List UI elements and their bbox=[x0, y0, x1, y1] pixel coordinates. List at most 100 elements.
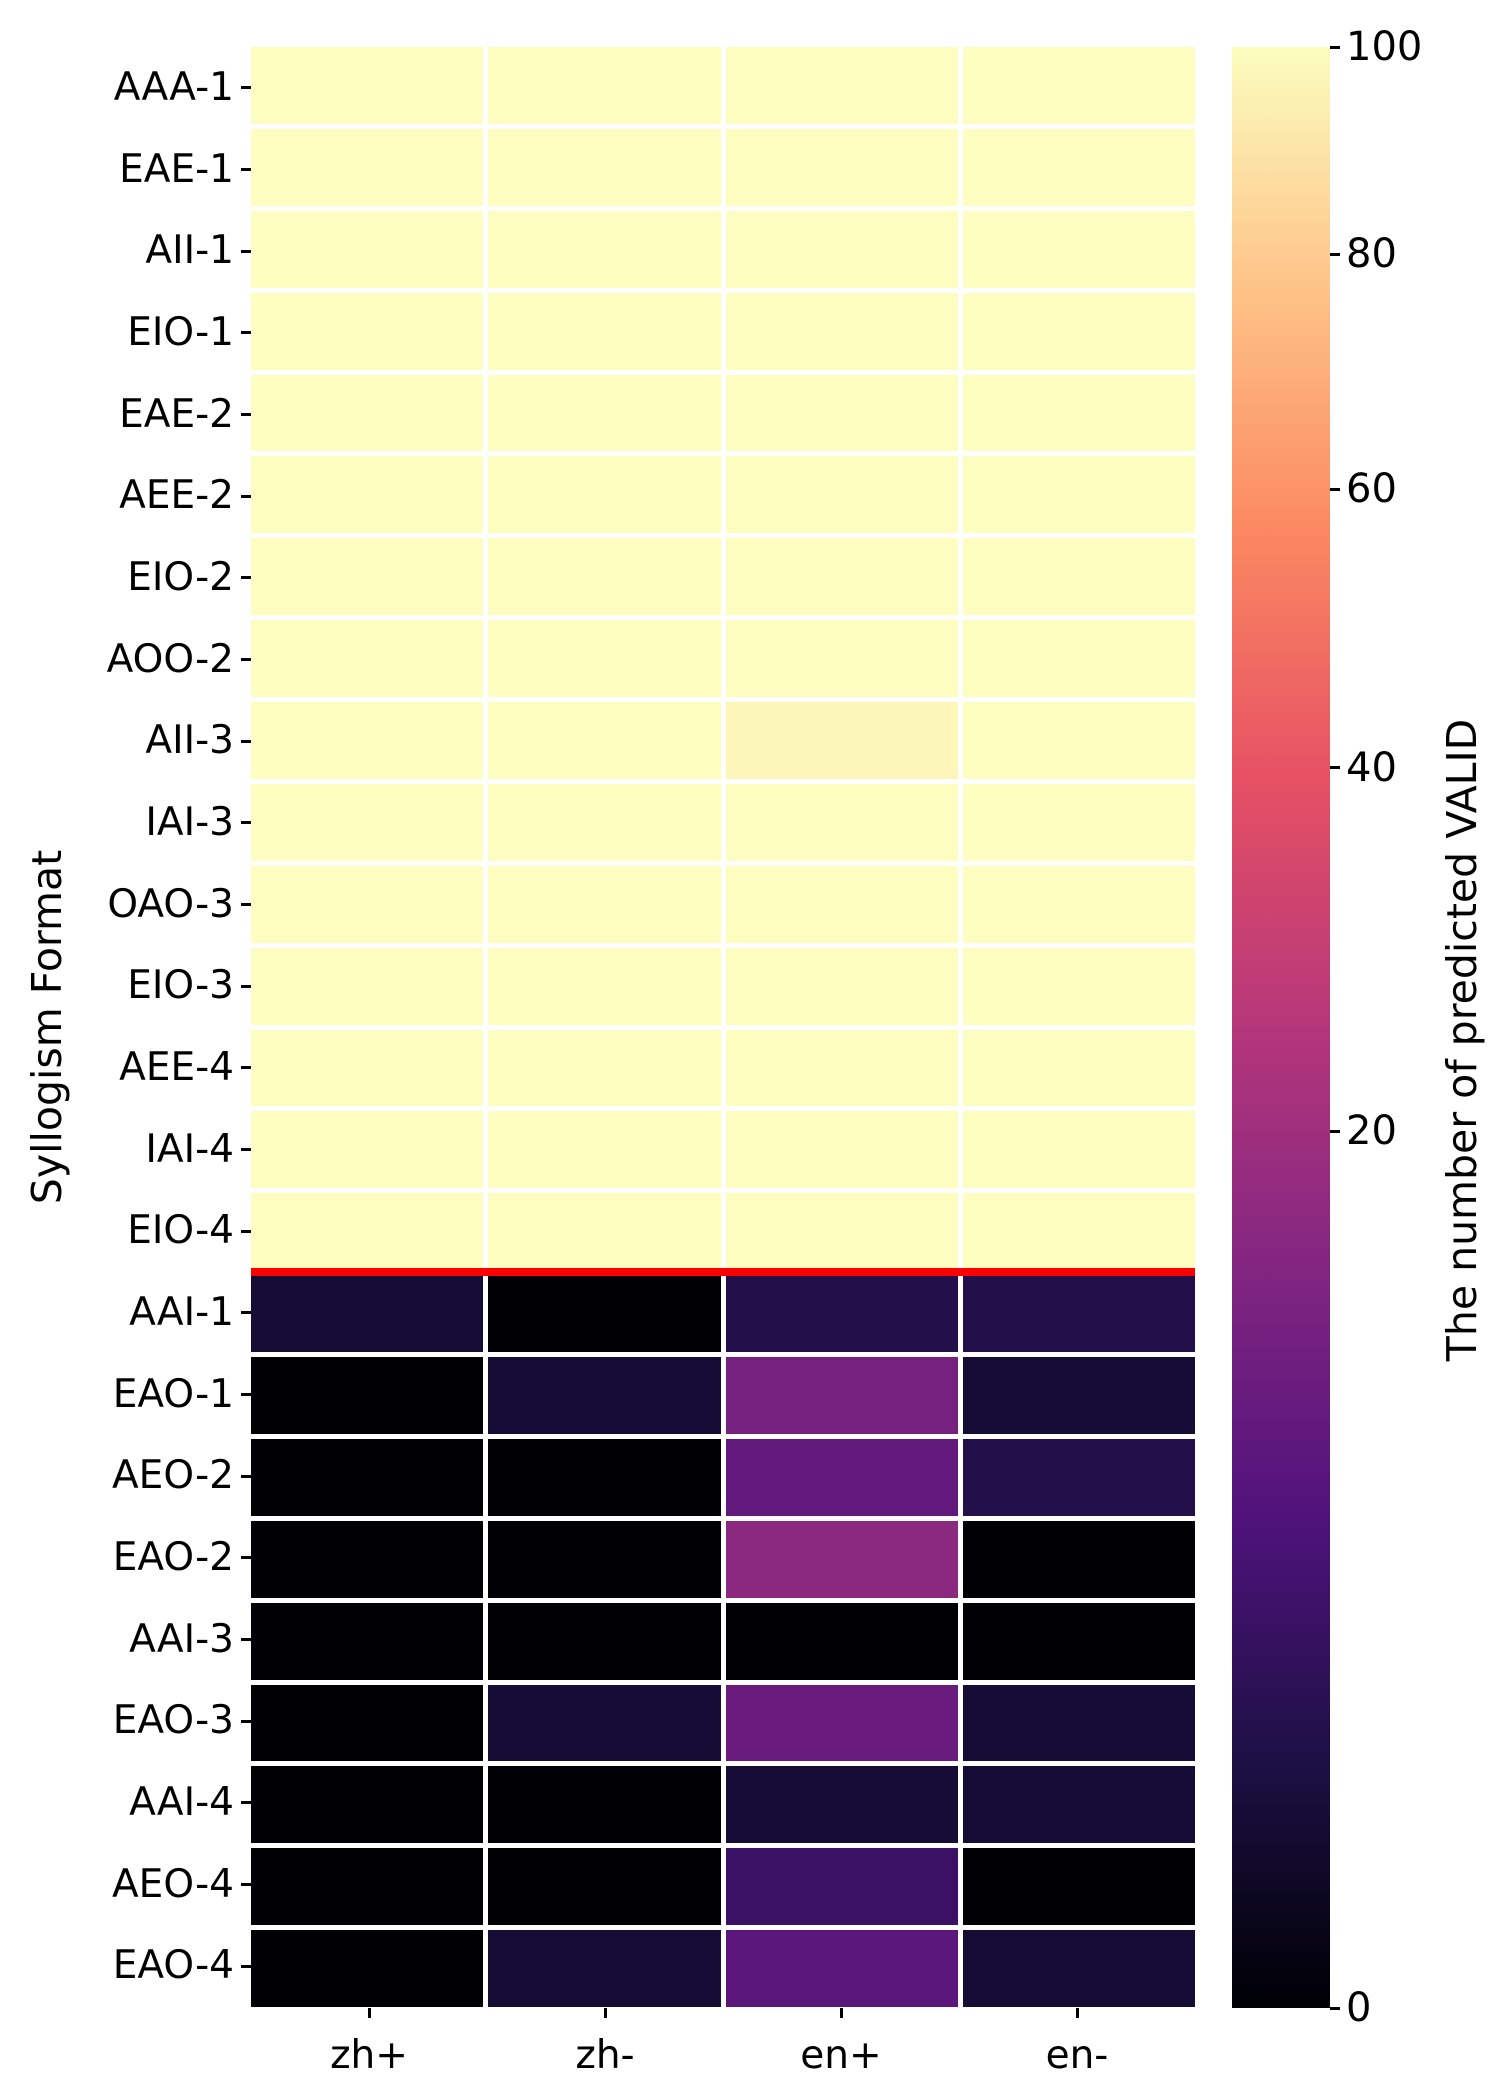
y-tick-label: EIO-3 bbox=[127, 963, 234, 1009]
y-tick-mark bbox=[241, 1964, 251, 1968]
heatmap-cell bbox=[488, 210, 721, 288]
heatmap-cell bbox=[488, 292, 721, 370]
heatmap-cell bbox=[962, 1766, 1195, 1844]
y-tick-mark bbox=[241, 1474, 251, 1478]
heatmap-cell bbox=[725, 456, 958, 534]
heatmap-cell bbox=[725, 1275, 958, 1352]
heatmap-cell bbox=[725, 702, 958, 779]
y-tick-mark bbox=[241, 1393, 251, 1396]
heatmap-cell bbox=[725, 374, 958, 452]
heatmap-cell bbox=[725, 947, 958, 1025]
y-tick-label: AEE-2 bbox=[119, 473, 234, 519]
y-tick-mark bbox=[241, 1148, 251, 1151]
heatmap-cell bbox=[725, 47, 958, 124]
y-tick-label: IAI-4 bbox=[145, 1126, 234, 1172]
y-tick-mark bbox=[241, 413, 251, 416]
y-tick-label: EAO-1 bbox=[112, 1371, 234, 1417]
y-tick-label: AII-1 bbox=[145, 228, 234, 274]
y-tick-mark bbox=[241, 249, 251, 253]
heatmap-cell bbox=[251, 210, 484, 288]
colorbar-tick-mark bbox=[1330, 766, 1340, 770]
heatmap-cell bbox=[488, 620, 721, 697]
x-tick-mark bbox=[367, 2008, 371, 2018]
valid-invalid-divider-line bbox=[251, 1268, 1195, 1276]
heatmap-cell bbox=[251, 1766, 484, 1844]
heatmap-cell bbox=[725, 1520, 958, 1598]
heatmap-cell bbox=[725, 292, 958, 370]
heatmap-cell bbox=[488, 865, 721, 943]
heatmap-cell bbox=[725, 1357, 958, 1434]
heatmap-cell bbox=[251, 292, 484, 370]
heatmap-cell bbox=[251, 702, 484, 779]
heatmap-cell bbox=[725, 865, 958, 943]
heatmap-cell bbox=[488, 128, 721, 206]
x-tick-mark bbox=[839, 2008, 843, 2018]
colorbar-tick-label: 100 bbox=[1346, 24, 1423, 70]
heatmap-cell bbox=[962, 783, 1195, 861]
y-tick-mark bbox=[241, 1719, 251, 1723]
heatmap-cell bbox=[725, 1602, 958, 1680]
heatmap-cell bbox=[962, 210, 1195, 288]
y-tick-mark bbox=[241, 821, 251, 825]
colorbar-tick-mark bbox=[1330, 487, 1340, 491]
x-tick-label: zh- bbox=[575, 2033, 635, 2078]
heatmap-cell bbox=[725, 1111, 958, 1189]
y-tick-label: AAI-1 bbox=[129, 1289, 234, 1335]
y-tick-label: AEO-4 bbox=[112, 1861, 234, 1907]
heatmap-cell bbox=[488, 1684, 721, 1762]
x-tick-mark bbox=[1075, 2008, 1079, 2018]
heatmap-cell bbox=[251, 1357, 484, 1434]
heatmap-cell bbox=[251, 538, 484, 616]
y-tick-mark bbox=[241, 494, 251, 498]
y-tick-label: EAO-2 bbox=[112, 1534, 234, 1580]
y-tick-label: EIO-2 bbox=[127, 554, 234, 600]
heatmap-cell bbox=[251, 1275, 484, 1352]
heatmap-cell bbox=[251, 1848, 484, 1926]
heatmap-cell bbox=[488, 538, 721, 616]
y-tick-mark bbox=[241, 1801, 251, 1805]
heatmap-cell bbox=[725, 1930, 958, 2007]
heatmap-cell bbox=[488, 1602, 721, 1680]
y-tick-label: EAO-3 bbox=[112, 1698, 234, 1744]
heatmap-cell bbox=[488, 374, 721, 452]
y-tick-label: EIO-1 bbox=[127, 309, 234, 355]
colorbar-tick-label: 60 bbox=[1346, 466, 1397, 513]
y-tick-label: AOO-2 bbox=[106, 636, 234, 682]
heatmap-cell bbox=[962, 620, 1195, 697]
colorbar-tick-label: 80 bbox=[1346, 231, 1397, 278]
y-tick-mark bbox=[241, 739, 251, 743]
heatmap-cell bbox=[725, 1766, 958, 1844]
heatmap-cell bbox=[962, 1275, 1195, 1352]
y-tick-mark bbox=[241, 903, 251, 906]
y-tick-label: IAI-3 bbox=[145, 799, 234, 845]
x-tick-label: en+ bbox=[800, 2033, 882, 2078]
heatmap-cell bbox=[251, 1602, 484, 1680]
y-tick-mark bbox=[241, 1883, 251, 1886]
heatmap-cell bbox=[488, 1766, 721, 1844]
heatmap-cell bbox=[488, 1029, 721, 1107]
heatmap-cell bbox=[962, 47, 1195, 124]
y-tick-mark bbox=[241, 658, 251, 661]
colorbar-label: The number of predicted VALID bbox=[1438, 718, 1486, 1362]
heatmap-cell bbox=[725, 1848, 958, 1926]
heatmap-cell bbox=[962, 292, 1195, 370]
y-tick-label: EAE-1 bbox=[119, 146, 234, 192]
y-tick-mark bbox=[241, 1556, 251, 1560]
colorbar-tick-label: 20 bbox=[1346, 1108, 1397, 1154]
colorbar-tick-mark bbox=[1330, 45, 1340, 49]
heatmap-cell bbox=[488, 1930, 721, 2007]
heatmap-cell bbox=[251, 620, 484, 697]
colorbar-tick-label: 0 bbox=[1346, 1985, 1372, 2031]
heatmap-cell bbox=[488, 1275, 721, 1352]
y-tick-label: AAI-4 bbox=[129, 1779, 234, 1825]
heatmap-cell bbox=[251, 1111, 484, 1189]
x-tick-mark bbox=[603, 2008, 607, 2018]
y-tick-label: AAA-1 bbox=[113, 64, 234, 110]
colorbar-tick-mark bbox=[1330, 1129, 1340, 1133]
x-tick-label: en- bbox=[1045, 2033, 1109, 2078]
y-tick-label: EIO-4 bbox=[127, 1208, 234, 1254]
heatmap-cell bbox=[725, 620, 958, 697]
heatmap-cell bbox=[962, 374, 1195, 452]
heatmap-cell bbox=[488, 947, 721, 1025]
